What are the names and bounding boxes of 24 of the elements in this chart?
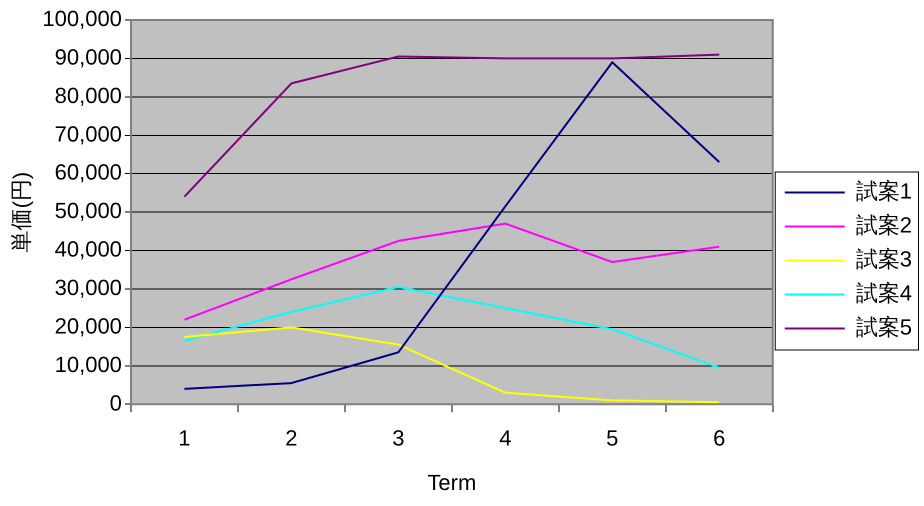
y-tick-label: 90,000	[54, 44, 122, 70]
y-tick-label: 40,000	[54, 236, 122, 262]
y-tick-label: 20,000	[54, 313, 122, 338]
x-tick-label: 1	[178, 425, 191, 450]
y-tick-label: 0	[110, 390, 122, 416]
y-tick-label: 50,000	[54, 198, 122, 224]
x-tick-label: 2	[285, 425, 298, 450]
x-tick-label: 6	[713, 425, 726, 450]
legend-label: 試案4	[856, 280, 912, 306]
y-tick-label: 70,000	[54, 121, 122, 146]
x-tick-label: 4	[499, 425, 512, 450]
x-tick-label: 3	[392, 425, 404, 450]
legend-label: 試案5	[856, 314, 912, 340]
y-tick-label: 30,000	[54, 275, 122, 300]
legend-label: 試案3	[856, 246, 912, 272]
y-axis-title: 単価(円)	[8, 172, 34, 252]
y-tick-label: 80,000	[54, 82, 122, 108]
x-axis-title: Term	[427, 470, 476, 495]
y-tick-label: 60,000	[54, 160, 122, 185]
y-tick-label: 100,000	[42, 6, 122, 32]
y-tick-label: 10,000	[54, 352, 122, 377]
legend-label: 試案2	[856, 212, 912, 238]
legend-label: 試案1	[856, 178, 912, 204]
x-tick-label: 5	[606, 425, 618, 450]
